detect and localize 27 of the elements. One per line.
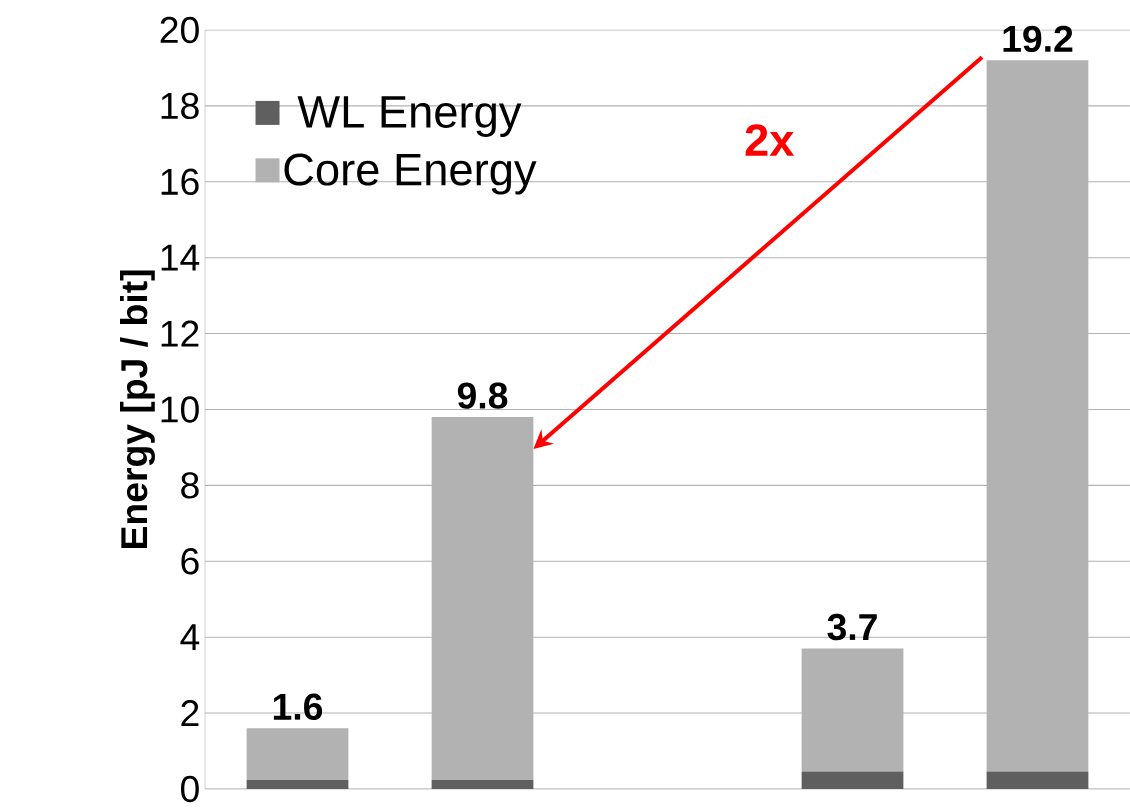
y-tick-label: 6 <box>181 548 199 575</box>
bar <box>246 728 349 780</box>
y-axis-title: Energy [pJ / bit] <box>120 270 155 549</box>
y-tick-label: 2 <box>181 700 199 727</box>
y-tick-label: 8 <box>181 472 199 499</box>
total-label: 19.2 <box>1003 25 1073 53</box>
total-label: 9.8 <box>457 382 508 409</box>
annotation: 2x <box>745 124 795 156</box>
y-tick-label: 14 <box>161 244 200 271</box>
total-label: 1.6 <box>273 693 323 720</box>
legend-label: Core Energy <box>284 153 537 195</box>
bar <box>431 417 534 780</box>
bar <box>431 779 534 789</box>
y-tick-label: 20 <box>160 16 199 44</box>
legend-label: WL Energy <box>297 96 522 137</box>
y-tick-label: 12 <box>161 320 199 347</box>
bar <box>986 60 1089 772</box>
bar <box>801 648 904 772</box>
y-tick-label: 4 <box>180 624 200 651</box>
y-tick-label: 18 <box>161 92 199 120</box>
y-tick-label: 16 <box>161 168 199 195</box>
total-label: 3.7 <box>827 613 877 641</box>
y-tick-label: 0 <box>181 775 199 803</box>
bar <box>246 779 349 789</box>
bar <box>986 771 1089 789</box>
bar <box>801 771 904 789</box>
y-tick-label: 10 <box>161 396 199 423</box>
